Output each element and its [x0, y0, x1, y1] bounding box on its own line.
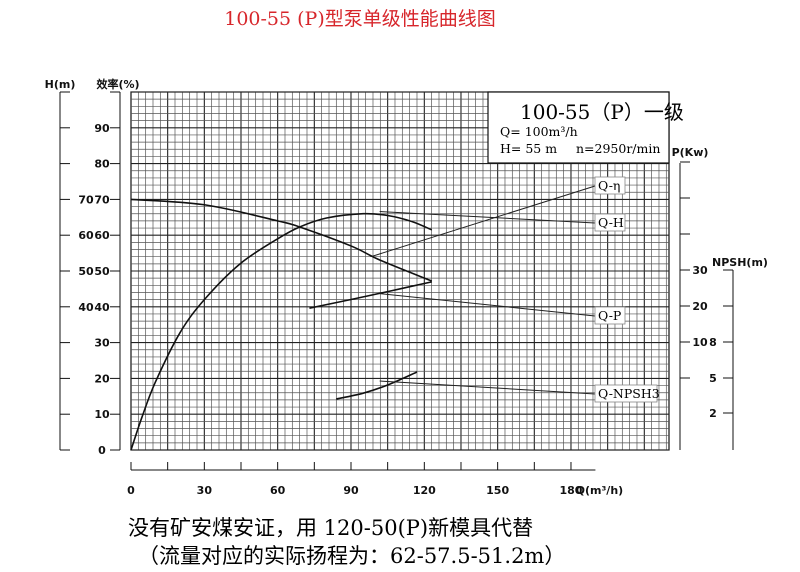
efficiency-axis-tick-label: 60: [94, 229, 110, 242]
legend-speed: n=2950r/min: [576, 141, 660, 156]
h-axis-label: H(m): [45, 78, 76, 91]
h-axis-tick-label: 60: [78, 229, 94, 242]
npsh-axis-label: NPSH(m): [712, 256, 768, 269]
legend-flow: Q= 100m³/h: [500, 124, 578, 139]
h-axis-tick-label: 70: [78, 193, 94, 206]
curve-q-: [130, 212, 432, 451]
leader-line: [379, 380, 596, 395]
efficiency-axis-tick-label: 20: [94, 372, 110, 385]
series-label-box: [594, 306, 626, 325]
x-axis-tick-label: 30: [197, 484, 213, 497]
x-axis-tick-label: 90: [343, 484, 359, 497]
h-axis-tick-label: 50: [78, 265, 94, 278]
efficiency-axis-tick-label: 30: [94, 337, 110, 350]
series-label-box: [594, 384, 658, 403]
npsh-axis-tick-label: 5: [709, 372, 717, 385]
efficiency-axis-tick-label: 0: [98, 444, 106, 457]
note-line-1: 没有矿安煤安证，用 120-50(P)新模具代替: [128, 516, 534, 540]
x-axis-label: Q(m³/h): [576, 484, 624, 497]
series-label: Q-η: [598, 178, 620, 193]
p-axis-label: P(Kw): [672, 146, 709, 159]
p-axis-tick-label: 10: [692, 336, 708, 349]
npsh-axis-tick-label: 2: [709, 407, 717, 420]
curve-q-p: [309, 281, 432, 309]
x-axis-tick-label: 180: [559, 484, 582, 497]
p-axis-tick-label: 20: [692, 300, 708, 313]
efficiency-axis-tick-label: 50: [94, 265, 110, 278]
x-axis-tick-label: 0: [127, 484, 135, 497]
x-axis-tick-label: 60: [270, 484, 286, 497]
p-axis-tick-label: 30: [692, 264, 708, 277]
series-label: Q-P: [598, 308, 621, 323]
leader-line: [379, 211, 596, 224]
x-axis-tick-label: 150: [486, 484, 509, 497]
efficiency-axis-tick-label: 80: [94, 158, 110, 171]
legend-box: 100-55（P）一级 Q= 100m³/h H= 55 m n=2950r/m…: [487, 91, 684, 164]
curves: Q-η Q-H Q-P Q-NPSH3: [130, 176, 660, 451]
curve-q-npsh3: [336, 371, 418, 400]
efficiency-axis-tick-label: 40: [94, 301, 110, 314]
efficiency-axis-tick-label: 10: [94, 408, 110, 421]
series-label: Q-H: [598, 215, 624, 230]
x-axis-tick-label: 120: [413, 484, 436, 497]
legend-model: 100-55（P）一级: [520, 100, 684, 124]
leader-line: [372, 185, 596, 257]
legend-head: H= 55 m: [500, 141, 557, 156]
note-line-2: （流量对应的实际扬程为：62-57.5-51.2m）: [138, 544, 566, 568]
efficiency-axis-tick-label: 70: [94, 193, 110, 206]
leader-line: [379, 293, 596, 317]
chart-title: 100-55 (P)型泵单级性能曲线图: [224, 8, 496, 30]
series-label-box: [594, 176, 626, 195]
series-label-box: [594, 213, 626, 232]
h-axis-tick-label: 40: [78, 301, 94, 314]
npsh-axis-tick-label: 8: [709, 336, 717, 349]
efficiency-axis-tick-label: 90: [94, 122, 110, 135]
axes: 70605040H(m)0102030405060708090效率(%)3020…: [45, 77, 768, 497]
efficiency-axis-label: 效率(%): [96, 77, 139, 91]
series-label: Q-NPSH3: [598, 386, 660, 401]
